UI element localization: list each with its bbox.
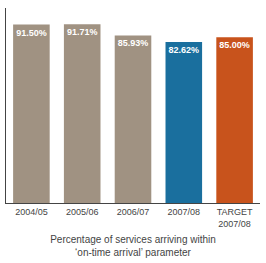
svg-text:2004/05: 2004/05 bbox=[15, 207, 48, 217]
svg-text:91.50%: 91.50% bbox=[16, 28, 47, 38]
svg-text:Percentage of services arrivin: Percentage of services arriving within‘o… bbox=[50, 234, 216, 258]
svg-text:TARGET2007/08: TARGET2007/08 bbox=[217, 207, 253, 229]
svg-text:85.00%: 85.00% bbox=[219, 40, 250, 50]
svg-text:2007/08: 2007/08 bbox=[168, 207, 201, 217]
svg-text:91.71%: 91.71% bbox=[67, 27, 98, 37]
svg-text:2006/07: 2006/07 bbox=[117, 207, 150, 217]
svg-text:2005/06: 2005/06 bbox=[66, 207, 99, 217]
svg-text:82.62%: 82.62% bbox=[169, 45, 200, 55]
svg-text:85.93%: 85.93% bbox=[118, 38, 149, 48]
